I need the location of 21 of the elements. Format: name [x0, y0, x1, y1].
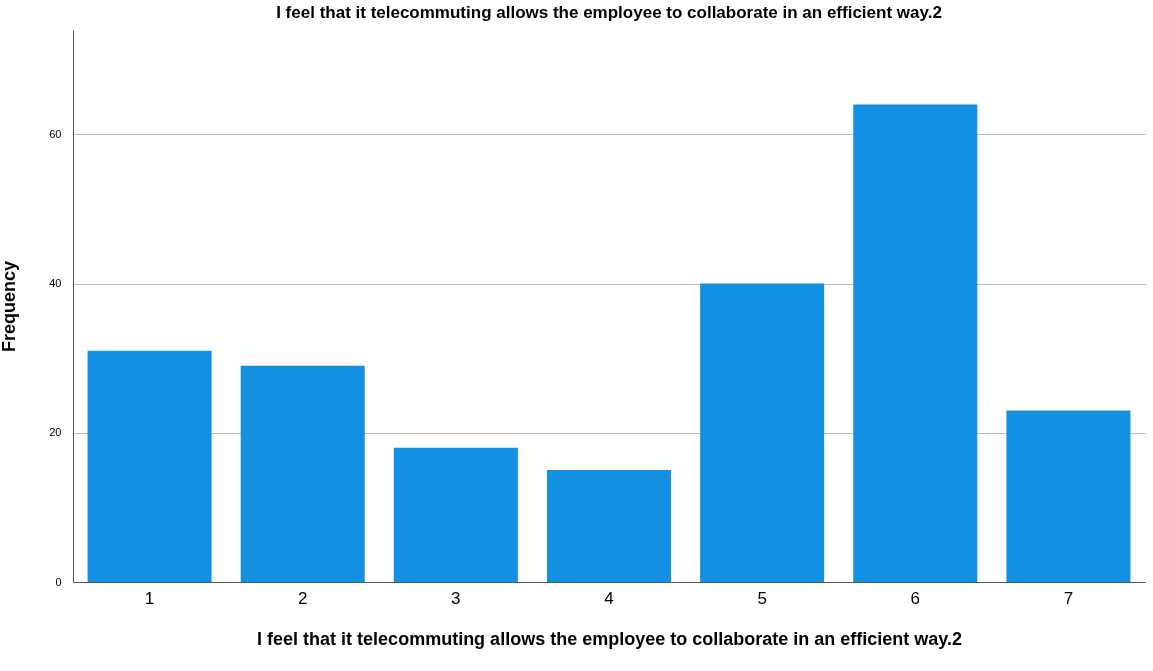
bar — [546, 470, 672, 582]
y-tick-label: 60 — [49, 127, 62, 140]
x-tick-label: 1 — [144, 588, 155, 608]
x-tick-label: 3 — [451, 588, 461, 608]
bar — [1006, 410, 1131, 582]
bar — [700, 283, 825, 582]
bar — [87, 350, 212, 582]
chart-title: I feel that it telecommuting allows the employee to collaborate in an efficient way.2 — [276, 3, 942, 22]
y-tick-label: 40 — [49, 277, 62, 290]
bar — [393, 447, 518, 582]
x-tick-label: 2 — [297, 588, 308, 608]
bar — [853, 104, 978, 582]
x-tick-label: 4 — [604, 588, 614, 608]
y-axis-title: Frequency — [0, 260, 20, 353]
x-tick-label: 7 — [1063, 588, 1074, 608]
bar — [240, 365, 365, 582]
x-tick-label: 5 — [757, 588, 767, 608]
x-tick-label: 6 — [910, 588, 921, 608]
y-tick-label: 20 — [49, 426, 62, 439]
y-tick-label: 0 — [55, 575, 62, 588]
x-axis-title: I feel that it telecommuting allows the employee to collaborate in an efficient way.2 — [257, 628, 962, 649]
